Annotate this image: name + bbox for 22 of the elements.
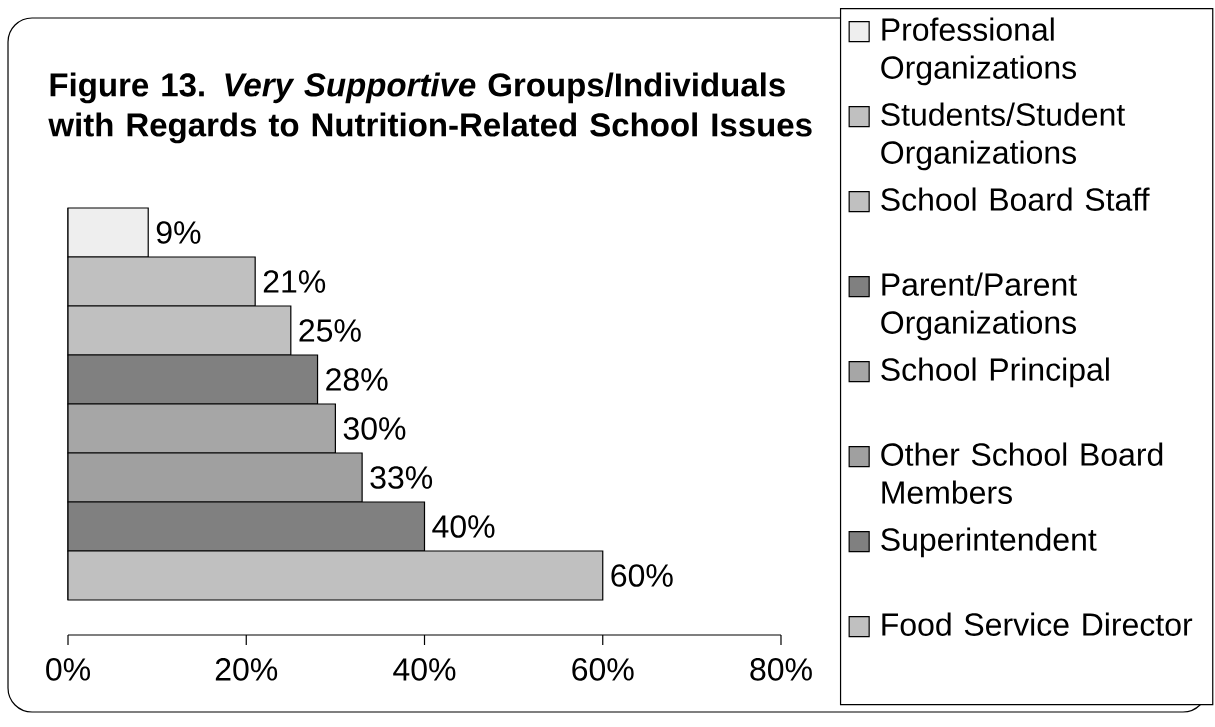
data-label: 30% <box>343 417 406 440</box>
legend-label: Students/Student Organizations <box>881 102 1126 171</box>
legend-label: School Principal <box>881 357 1109 388</box>
legend-label: Superintendent <box>881 527 1097 558</box>
data-label: 28% <box>326 368 388 391</box>
legend-label: Parent/Parent Organizations <box>881 272 1077 341</box>
x-tick-label: 80% <box>750 658 812 681</box>
chart-title: Figure 13. Very Supportive Groups/Individuals with Regards to Nutrition-Related School Issues <box>48 72 812 144</box>
x-tick-label: 20% <box>215 658 278 681</box>
data-label: 60% <box>611 564 673 587</box>
legend-label: Professional Organizations <box>881 17 1076 86</box>
data-label: 25% <box>299 319 361 342</box>
data-label: 33% <box>370 466 433 489</box>
data-label: 9% <box>156 221 201 244</box>
x-tick-label: 40% <box>393 658 456 681</box>
legend-label: School Board Staff <box>881 187 1150 211</box>
data-label: 40% <box>432 515 495 538</box>
legend-label: Other School Board Members <box>881 442 1163 504</box>
legend-label: Food Service Director <box>882 612 1193 636</box>
data-label: 21% <box>263 270 326 293</box>
x-tick-label: 60% <box>572 658 634 681</box>
x-tick-label: 0% <box>46 658 90 681</box>
